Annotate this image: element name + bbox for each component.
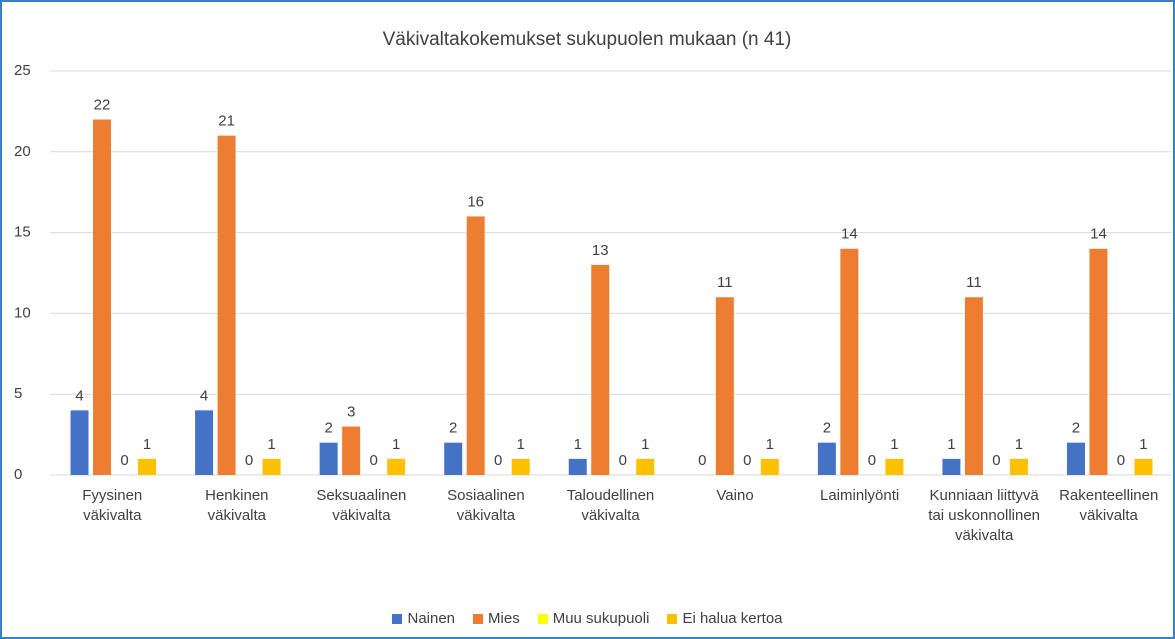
data-label: 2 [324, 420, 332, 437]
data-label: 16 [467, 193, 484, 210]
data-label: 2 [823, 420, 831, 437]
data-label: 0 [698, 452, 706, 469]
data-label: 1 [1139, 436, 1147, 453]
data-label: 2 [449, 420, 457, 437]
bar [511, 458, 530, 475]
x-tick-label: Taloudellinen väkivalta [566, 487, 655, 524]
bar [70, 410, 89, 475]
x-tick-label: Rakenteellinen väkivalta [1059, 487, 1159, 524]
bar [760, 458, 779, 475]
data-label: 0 [245, 452, 253, 469]
bar [138, 458, 157, 475]
data-label: 0 [494, 452, 502, 469]
data-label: 0 [1117, 452, 1125, 469]
bar [715, 297, 734, 475]
chart-title: Väkivaltakokemukset sukupuolen mukaan (n… [383, 29, 792, 50]
data-label: 11 [717, 274, 733, 291]
data-label: 21 [218, 113, 235, 130]
data-label: 0 [619, 452, 627, 469]
data-label: 1 [517, 436, 525, 453]
bar [93, 119, 112, 475]
data-label: 0 [369, 452, 377, 469]
data-label: 1 [947, 436, 955, 453]
bar [444, 442, 463, 475]
x-tick-label: Kunniaan liittyvä tai uskonnollinen väki… [928, 487, 1041, 544]
bar [342, 426, 361, 475]
bar [217, 135, 236, 475]
data-label: 4 [75, 387, 83, 404]
data-label: 14 [841, 226, 858, 243]
y-tick-label: 5 [14, 385, 22, 402]
x-tick-label: Henkinen väkivalta [205, 487, 269, 524]
legend-item: Mies [473, 610, 520, 627]
data-label: 1 [574, 436, 582, 453]
bar [466, 216, 485, 475]
data-label: 0 [120, 452, 128, 469]
data-label: 3 [347, 403, 355, 420]
data-label: 0 [743, 452, 751, 469]
bar [591, 264, 610, 475]
y-tick-label: 20 [14, 143, 31, 160]
bar [1009, 458, 1028, 475]
legend-label: Muu sukupuoli [552, 610, 650, 627]
bar [262, 458, 281, 475]
bar [964, 297, 983, 475]
data-label: 0 [868, 452, 876, 469]
data-label: 0 [992, 452, 1000, 469]
y-tick-label: 0 [14, 466, 22, 483]
legend-swatch [473, 613, 484, 624]
y-tick-label: 25 [14, 62, 31, 79]
x-tick-label: Seksuaalinen väkivalta [316, 487, 407, 524]
data-label: 1 [267, 436, 275, 453]
bar [387, 458, 406, 475]
legend-label: Nainen [407, 610, 456, 627]
data-label: 14 [1090, 226, 1107, 243]
data-label: 1 [1015, 436, 1023, 453]
y-tick-label: 10 [14, 304, 31, 321]
data-label: 1 [143, 436, 151, 453]
data-label: 1 [641, 436, 649, 453]
legend-item: Ei halua kertoa [667, 610, 783, 627]
data-label: 11 [966, 274, 982, 291]
legend: Nainen Mies Muu sukupuoli Ei halua kertoa [2, 610, 1173, 627]
legend-item: Muu sukupuoli [537, 610, 650, 627]
data-label: 2 [1072, 420, 1080, 437]
bar [195, 410, 214, 475]
bar [1134, 458, 1153, 475]
data-label: 22 [94, 96, 111, 113]
bar [319, 442, 338, 475]
legend-label: Ei halua kertoa [682, 610, 783, 627]
legend-swatch [392, 613, 403, 624]
bar [636, 458, 655, 475]
x-tick-label: Vaino [716, 487, 754, 504]
bar [840, 248, 859, 475]
data-label: 1 [890, 436, 898, 453]
data-label: 13 [592, 242, 609, 259]
x-tick-label: Fyysinen väkivalta [82, 487, 143, 524]
legend-swatch [537, 613, 548, 624]
y-tick-label: 15 [14, 224, 31, 241]
data-label: 4 [200, 387, 208, 404]
x-tick-label: Laiminlyönti [820, 487, 900, 504]
bar [885, 458, 904, 475]
x-tick-label: Sosiaalinen väkivalta [447, 487, 525, 524]
bar [942, 458, 961, 475]
legend-item: Nainen [392, 610, 455, 627]
legend-swatch [667, 613, 678, 624]
bar [1089, 248, 1108, 475]
bar [817, 442, 836, 475]
bar [1066, 442, 1085, 475]
data-label: 1 [766, 436, 774, 453]
data-label: 1 [392, 436, 400, 453]
bar [568, 458, 587, 475]
legend-label: Mies [488, 610, 520, 627]
